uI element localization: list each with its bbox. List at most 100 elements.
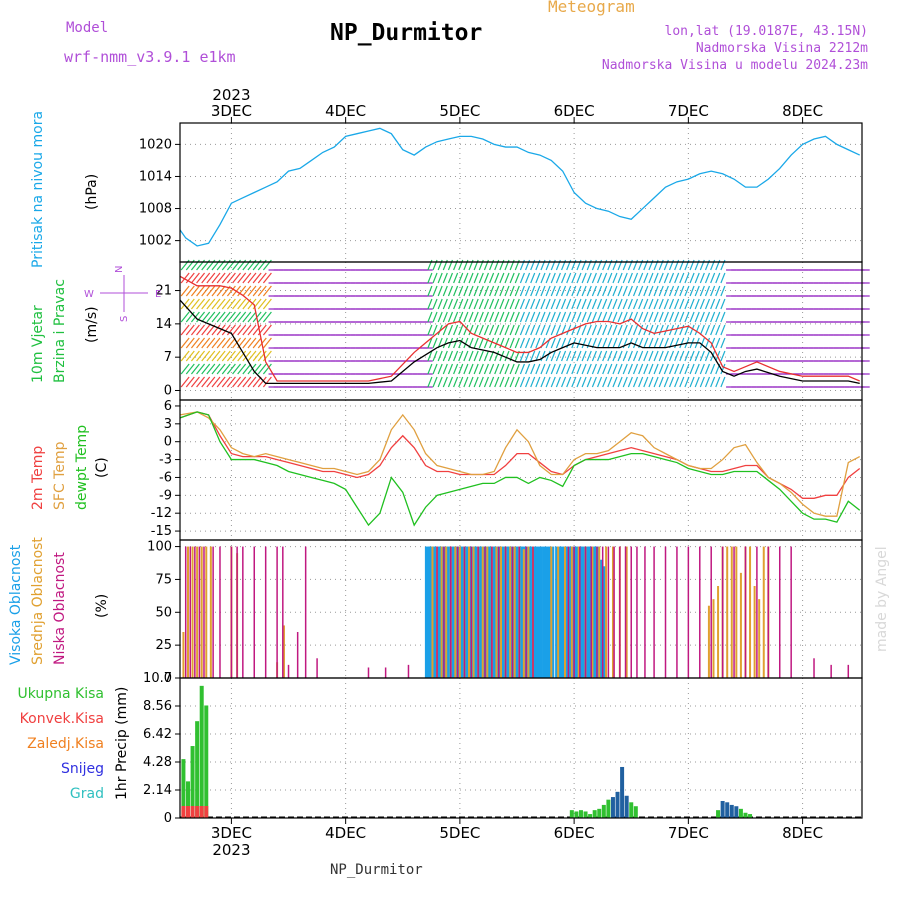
x-tick-label-bottom: 6DEC: [554, 824, 595, 842]
wind-barb: [473, 337, 479, 349]
wind-barb: [704, 363, 711, 375]
cloud-high-bar: [469, 546, 476, 678]
cloud-low-bar: [242, 546, 244, 678]
wind-barb: [586, 298, 592, 310]
wind-barb: [232, 272, 242, 284]
wind-barb: [566, 363, 572, 375]
wind-barb: [180, 298, 190, 310]
cloud-low-bar: [699, 546, 701, 678]
cloud-mid-bar: [550, 546, 553, 678]
cloud-mid-bar: [605, 546, 608, 678]
wind-barb: [468, 324, 474, 336]
wind-barb: [463, 350, 469, 362]
wind-barb: [720, 298, 726, 310]
precip-legend-0: Ukupna Kisa: [17, 686, 104, 702]
cloud-low-bar: [456, 546, 459, 678]
wind-barb: [555, 285, 561, 297]
wind-barb: [478, 376, 484, 388]
wind-barb: [206, 376, 216, 388]
wind-barb: [638, 324, 644, 336]
wind-barb: [453, 363, 459, 375]
wind-barb: [720, 285, 726, 297]
wind-barb: [489, 376, 495, 388]
wind-barb: [679, 324, 685, 336]
cloud-high-bar: [542, 546, 549, 678]
wind-barb: [643, 272, 649, 284]
y-tick-label: 1014: [139, 169, 172, 184]
wind-barb: [483, 363, 490, 375]
wind-barb: [478, 363, 484, 375]
wind-barb: [658, 298, 664, 310]
precip-bar: [624, 795, 629, 818]
wind-barb: [525, 311, 531, 323]
cloud-low-bar: [511, 546, 514, 678]
wind-barb: [185, 363, 195, 375]
wind-barb: [586, 272, 592, 284]
location-coordinates: lon,lat (19.0187E, 43.15N): [664, 24, 869, 39]
wind-barb: [504, 272, 510, 284]
wind-barb: [237, 324, 247, 336]
y-tick-label: 0: [164, 671, 172, 686]
cloud-high-bar: [459, 546, 466, 678]
wind-barb: [545, 272, 551, 284]
wind-barb: [458, 324, 464, 336]
wind-barb: [648, 350, 654, 362]
wind-barb: [442, 272, 448, 284]
wind-barb: [427, 324, 433, 336]
wind-barb: [206, 350, 216, 362]
wind-barb: [617, 350, 623, 362]
wind-barb: [596, 272, 603, 284]
wind-barb: [638, 363, 644, 375]
temp-ylabel-2: SFC Temp: [52, 441, 68, 510]
x-tick-label-top: 8DEC: [782, 102, 823, 120]
wind-barb: [206, 324, 216, 336]
wind-barb: [550, 324, 556, 336]
wind-barb: [437, 272, 443, 284]
wind-barb: [473, 376, 479, 388]
wind-barb: [478, 324, 484, 336]
wind-barb: [576, 376, 582, 388]
wind-barb: [710, 337, 716, 349]
compass-n: N: [114, 266, 125, 273]
wind-barb: [458, 350, 464, 362]
cloud-mid-bar: [458, 546, 461, 678]
wind-barb: [468, 376, 474, 388]
wind-barb: [463, 272, 469, 284]
wind-barb: [622, 363, 628, 375]
x-tick-label-bottom: 4DEC: [325, 824, 366, 842]
wind-barb: [216, 272, 226, 284]
wind-barb: [519, 337, 525, 349]
wind-barb: [237, 376, 247, 388]
cloud-ylabel-2: Srednja Oblacnost: [30, 537, 46, 665]
wind-barb: [478, 311, 484, 323]
wind-barb: [226, 337, 236, 349]
cloud-high-bar: [486, 546, 493, 678]
wind-barb: [201, 376, 211, 388]
wind-barb: [653, 376, 659, 388]
precip-bar: [569, 810, 574, 818]
wind-barb: [196, 363, 206, 375]
precip-bar: [743, 812, 748, 818]
wind-barb: [247, 298, 257, 310]
compass-e: E: [155, 289, 161, 300]
wind-barb: [232, 298, 242, 310]
wind-barb: [668, 363, 675, 375]
wind-barb: [489, 272, 495, 284]
wind-barb: [185, 337, 195, 349]
wind-barb: [622, 285, 628, 297]
wind-barb: [643, 337, 649, 349]
wind-barb: [247, 350, 257, 362]
wind-barb: [226, 376, 236, 388]
wind-barb: [715, 376, 721, 388]
cloud-low-bar: [830, 664, 832, 678]
wind-barb: [190, 272, 200, 284]
wind-barb: [185, 324, 195, 336]
wind-barb: [232, 376, 242, 388]
wind-barb: [247, 272, 257, 284]
wind-barb: [489, 363, 495, 375]
wind-barb: [494, 337, 500, 349]
temp-2m-line: [179, 411, 861, 499]
cloud-high-bar: [442, 546, 449, 678]
wind-barb: [509, 311, 515, 323]
wind-barb: [663, 363, 669, 375]
